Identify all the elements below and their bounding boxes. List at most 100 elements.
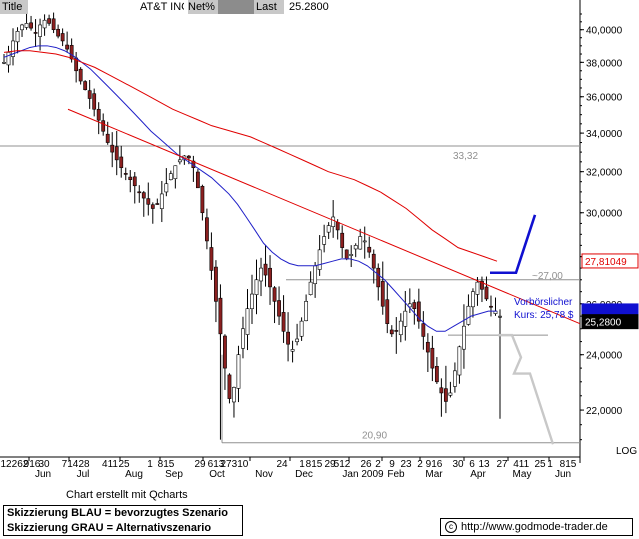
y-tick-label: 34,0000 [586,129,623,140]
price-bar-body [453,370,457,387]
x-month-label: Feb [387,469,405,480]
price-bar-body [308,281,313,295]
x-day-label: 916 [426,459,443,470]
price-bar-body [218,297,223,335]
y-tick-label: 32,0000 [586,168,623,179]
price-bar-body [263,263,268,276]
price-bar-body [6,52,11,66]
price-bar-body [209,247,214,271]
price-bar-body [78,68,83,82]
price-bar-body [304,301,309,322]
price-bar-body [439,387,444,394]
price-bar-body [371,253,376,269]
price-bar-body [462,325,466,350]
resistance-trendline [67,108,581,325]
net-change-label: Net% [188,0,218,14]
y-tick-label: 30,0000 [586,209,623,220]
x-month-label: May [513,469,532,480]
price-bar-body [92,93,97,110]
price-bar-body [385,299,390,324]
net-change-value [218,0,254,14]
price-bar-body [489,305,493,308]
y-tick-label: 24,0000 [586,351,623,362]
price-bar-body [313,265,318,285]
price-bar-body [241,328,245,349]
price-bar-body [376,267,381,288]
price-bar-body [443,388,448,402]
x-month-label: Aug [125,469,143,480]
website-link[interactable]: c http://www.godmode-trader.de [440,518,633,536]
chart-annotation: 33,32 [453,151,478,162]
y-tick-label: 36,0000 [586,93,623,104]
x-day-label: 13 [478,459,490,470]
price-bar-body [317,249,322,270]
price-bar-body [232,387,236,403]
price-bar-body [416,301,421,322]
x-day-label: 1 [147,459,153,470]
price-bar-body [272,287,277,302]
price-bar-body [96,108,101,121]
y-tick-label: 38,0000 [586,58,623,69]
y-tick-label: 40,0000 [586,26,623,37]
price-bar-body [137,191,142,194]
price-bar-body [362,240,367,243]
price-bar-body [105,133,110,143]
price-tag-label: 27,81049 [585,257,627,268]
x-month-label: Sep [165,469,183,480]
price-bar-body [245,308,250,335]
x-day-label: 28 [78,459,90,470]
website-url[interactable]: http://www.godmode-trader.de [461,521,608,533]
price-bar-body [65,44,70,50]
x-day-label: 27 [220,459,232,470]
x-day-label: 25 [118,459,130,470]
x-day-label: 24 [276,459,288,470]
price-bar-body [83,81,88,91]
price-bar-body [128,176,133,180]
x-day-label: 815 [306,459,323,470]
x-day-label: 29 [324,459,336,470]
last-label: Last [254,0,284,14]
price-bar-body [29,22,33,29]
price-bar-body [259,267,263,282]
price-bar-body [398,320,403,336]
x-day-label: 613 [208,459,225,470]
x-month-label: Jun [35,469,51,480]
price-bar-body [119,156,124,169]
x-month-label: Jan 2009 [342,469,384,480]
price-bar-body [349,254,354,256]
short-moving-average [3,45,497,332]
price-bar-body [195,171,200,189]
price-bar-body [69,45,74,60]
price-bar-body [286,331,290,345]
price-bar-body [20,24,24,31]
price-bar-body [114,146,119,161]
x-month-label: Nov [255,469,273,480]
price-bar-body [407,303,412,308]
price-bar-body [268,267,272,288]
price-bar-body [150,204,155,209]
price-bar-body [277,300,281,317]
price-bar-body [186,155,191,159]
gray-scenario-path [498,333,555,445]
x-month-label: Mar [425,469,443,480]
x-day-label: 6 [469,459,475,470]
price-bar-body [236,354,241,389]
price-tag-box [581,253,639,269]
price-bar-body [448,392,453,396]
x-day-label: 29 [194,459,206,470]
price-bar-body [425,341,430,353]
price-bar-body [331,216,336,227]
price-bar-body [250,293,254,310]
price-bar-body [200,185,205,214]
long-moving-average [3,50,498,262]
price-bar-body [326,225,331,233]
price-bar-body [51,18,56,31]
price-bar-body [87,90,92,99]
blue-scenario-path [490,214,537,275]
x-day-label: 512 [334,459,351,470]
x-day-label: 1 [547,459,553,470]
price-bar-body [15,31,20,43]
price-tag-label: 25,2800 [585,318,622,329]
price-bar-body [33,32,38,34]
price-bar-body [159,193,164,209]
